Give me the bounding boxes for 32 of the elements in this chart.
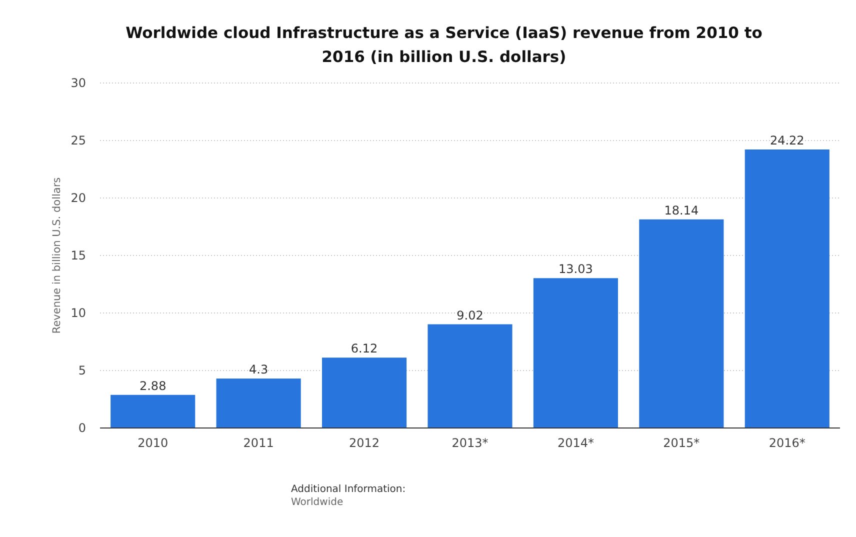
bar bbox=[110, 394, 196, 428]
data-label: 9.02 bbox=[456, 308, 484, 322]
y-axis-title: Revenue in billion U.S. dollars bbox=[51, 177, 63, 334]
y-tick-label: 10 bbox=[70, 306, 86, 320]
bar bbox=[216, 378, 301, 428]
bar bbox=[744, 149, 830, 428]
bar bbox=[322, 358, 407, 428]
text: Worldwide bbox=[291, 497, 344, 508]
y-tick-label: 30 bbox=[70, 76, 86, 90]
x-tick-label: 2010 bbox=[138, 436, 168, 450]
data-label: 24.22 bbox=[770, 133, 804, 148]
y-tick-label: 0 bbox=[78, 421, 86, 435]
text: Additional Information: bbox=[291, 484, 406, 495]
y-tick-label: 20 bbox=[70, 191, 86, 205]
x-tick-label: 2011 bbox=[243, 436, 274, 450]
bar bbox=[533, 278, 618, 428]
x-tick-label: 2012 bbox=[349, 436, 380, 450]
data-label: 2.88 bbox=[140, 378, 166, 393]
y-tick-label: 25 bbox=[70, 134, 86, 148]
x-tick-label: 2015* bbox=[663, 436, 700, 450]
bar bbox=[639, 219, 724, 428]
y-tick-label: 15 bbox=[70, 248, 86, 262]
y-tick-label: 5 bbox=[78, 364, 86, 378]
x-tick-label: 2016* bbox=[768, 436, 806, 450]
data-label: 6.12 bbox=[350, 342, 378, 356]
x-tick-label: 2014* bbox=[557, 436, 594, 450]
x-tick-label: 2013* bbox=[452, 436, 488, 450]
bar bbox=[428, 324, 512, 428]
data-label: 4.3 bbox=[249, 362, 268, 377]
chart-title: Worldwide cloud Infrastructure as a Service (IaaS) revenue from 2010 to 2016 (in billion U.S. dollars) bbox=[126, 24, 762, 66]
data-label: 18.14 bbox=[664, 203, 699, 218]
data-label: 13.03 bbox=[558, 262, 593, 276]
